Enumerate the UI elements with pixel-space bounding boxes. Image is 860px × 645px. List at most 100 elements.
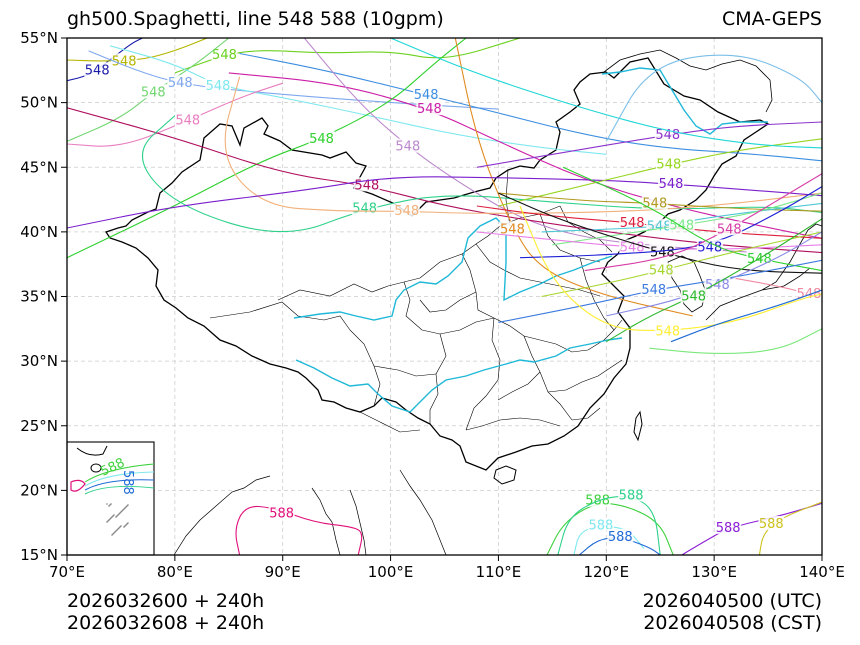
- province-borders: [209, 169, 623, 433]
- hainan-island: [493, 465, 517, 485]
- contour-548-line: [519, 186, 822, 259]
- contour-588-line: [235, 505, 363, 555]
- contour-548-label: 548: [168, 76, 193, 91]
- contour-548-label: 548: [206, 79, 231, 94]
- contour-548-line: [541, 231, 822, 298]
- contour-588-label: 588: [608, 530, 633, 545]
- y-tick-label: 40°N: [20, 223, 58, 241]
- x-tick-label: 110°E: [476, 563, 522, 581]
- valid-time-utc: 2026040500 (UTC): [642, 590, 822, 612]
- x-tick-label: 140°E: [799, 563, 845, 581]
- contour-548-label: 548: [175, 114, 200, 129]
- contour-548-label: 548: [394, 204, 419, 219]
- contour-548-label: 548: [717, 222, 742, 237]
- contour-548-label: 548: [112, 54, 137, 69]
- rivers: [293, 67, 768, 413]
- country-border: [104, 57, 770, 471]
- init-time-utc: 2026032600 + 240h: [67, 590, 265, 612]
- contour-548-label: 548: [417, 102, 442, 117]
- contour-548-label: 548: [641, 283, 666, 298]
- contour-548-label: 548: [650, 246, 675, 261]
- contour-548-line: [584, 173, 822, 272]
- contour-548-line: [454, 38, 693, 317]
- contour-588-label: 588: [716, 521, 741, 536]
- contour-548-label: 548: [655, 324, 680, 339]
- contour-548-label: 548: [414, 88, 439, 103]
- model-name: CMA-GEPS: [721, 8, 822, 30]
- south-asia-coast: [173, 469, 447, 555]
- contour-548-label: 548: [705, 278, 730, 293]
- contour-548-line: [605, 54, 822, 142]
- contour-548-line: [476, 121, 822, 168]
- contour-548-label: 548: [649, 264, 674, 279]
- contour-588-line: [557, 496, 661, 555]
- contour-548-label: 548: [395, 140, 420, 155]
- contour-548-line: [67, 38, 467, 259]
- contour-548-line: [498, 192, 822, 274]
- contour-548-label: 548: [309, 132, 334, 147]
- contour-548-line: [390, 38, 822, 149]
- contour-588-line: [758, 501, 822, 555]
- contour-548-label: 548: [747, 252, 772, 267]
- contour-548-line: [498, 259, 822, 323]
- contour-548-label: 548: [352, 202, 377, 217]
- valid-time-cst: 2026040508 (CST): [643, 612, 822, 634]
- contour-548-line: [670, 289, 822, 343]
- contour-548-line: [228, 72, 822, 239]
- contour-548-label: 548: [642, 196, 667, 211]
- x-tick-label: 120°E: [583, 563, 629, 581]
- contour-548-label: 548: [697, 240, 722, 255]
- contour-588-label: 588: [269, 507, 294, 522]
- contour-548-line: [498, 192, 822, 212]
- contour-588-label: 588: [588, 518, 613, 533]
- contour-548-line: [552, 192, 822, 246]
- contour-588-label: 588: [619, 489, 644, 504]
- y-tick-label: 50°N: [20, 94, 58, 112]
- contour-548-label: 548: [620, 216, 645, 231]
- y-tick-label: 45°N: [20, 158, 58, 176]
- contour-548-line: [224, 76, 822, 214]
- axis-ticks: 70°E 80°E 90°E 100°E 110°E 120°E 130°E 140°E 55°…: [20, 29, 845, 581]
- x-tick-label: 100°E: [368, 563, 414, 581]
- y-tick-label: 20°N: [20, 481, 58, 499]
- y-tick-label: 30°N: [20, 352, 58, 370]
- contour-548-line: [174, 38, 521, 74]
- x-tick-label: 130°E: [691, 563, 737, 581]
- y-tick-label: 25°N: [20, 417, 58, 435]
- y-tick-label: 35°N: [20, 288, 58, 306]
- x-tick-label: 70°E: [49, 563, 85, 581]
- contour-548-label: 548: [620, 240, 645, 255]
- contour-588-label: 588: [759, 517, 784, 532]
- contour-548-label: 548: [681, 290, 706, 305]
- contour-548-line: [476, 205, 822, 239]
- init-time-cst: 2026032608 + 240h: [67, 612, 265, 634]
- contour-548-label: 548: [141, 85, 166, 100]
- init-time: 2026032600 + 240h 2026032608 + 240h: [67, 590, 264, 634]
- contour-548-line: [141, 115, 822, 233]
- contour-548-label: 548: [656, 158, 681, 173]
- y-tick-label: 55°N: [20, 29, 58, 47]
- svg-text:588: 588: [120, 470, 135, 495]
- contour-548-label: 548: [659, 177, 684, 192]
- contour-548-label: 548: [647, 220, 672, 235]
- contour-548-line: [606, 218, 822, 343]
- contour-588-line: [681, 502, 822, 555]
- taiwan-island: [633, 410, 643, 442]
- contour-548-label: 548: [500, 222, 525, 237]
- contour-548-line: [67, 38, 230, 142]
- contour-548-label: 548: [354, 178, 379, 193]
- mongolia-border: [603, 49, 773, 113]
- y-tick-label: 15°N: [20, 546, 58, 564]
- x-tick-label: 80°E: [157, 563, 193, 581]
- x-tick-label: 90°E: [265, 563, 301, 581]
- contour-548-line: [67, 107, 822, 254]
- chart-title: gh500.Spaghetti, line 548 588 (10gpm): [67, 8, 444, 30]
- contour-548-line: [498, 138, 822, 207]
- contour-548-label: 548: [85, 63, 110, 78]
- contour-548-line: [541, 202, 822, 233]
- contour-548-line: [239, 52, 822, 162]
- contour-548-label: 548: [212, 48, 237, 63]
